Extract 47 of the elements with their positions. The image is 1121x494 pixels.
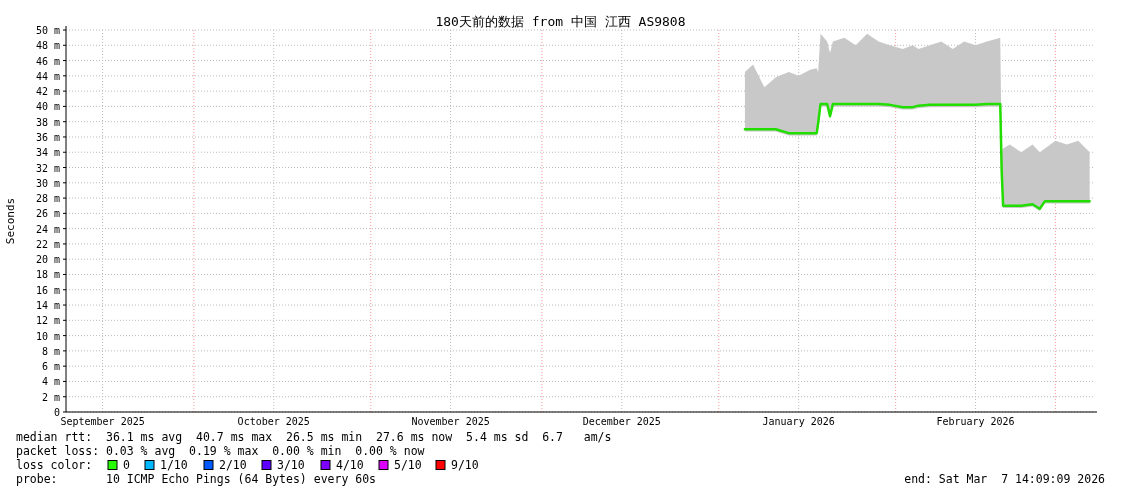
y-tick-label: 16 m	[35, 284, 60, 296]
y-tick-label: 46 m	[35, 55, 60, 67]
x-tick-label: November 2025	[411, 416, 490, 427]
y-tick-label: 44 m	[35, 70, 60, 82]
chart-title: 180天前的数据 from 中国 江西 AS9808	[435, 14, 686, 29]
x-tick-label: October 2025	[237, 416, 310, 427]
text: 3/10	[277, 458, 305, 472]
x-tick-label: December 2025	[582, 416, 661, 427]
y-tick-label: 20 m	[35, 254, 60, 266]
x-tick-label: September 2025	[60, 416, 145, 427]
y-tick-label: 38 m	[35, 116, 60, 128]
y-tick-label: 10 m	[35, 330, 60, 342]
y-tick-label: 22 m	[35, 238, 60, 250]
y-tick-label: 14 m	[35, 300, 60, 312]
x-tick-label: January 2026	[762, 416, 835, 427]
text: 1/10	[160, 458, 188, 472]
y-tick-label: 0	[53, 407, 60, 418]
y-tick-label: 24 m	[35, 223, 60, 235]
y-tick-label: 30 m	[35, 177, 60, 189]
y-tick-label: 18 m	[35, 269, 60, 281]
x-tick-label: February 2026	[936, 416, 1015, 427]
text: packet loss: 0.03 % avg 0.19 % max 0.00 % min 0.00 % now	[16, 444, 425, 458]
y-tick-label: 36 m	[35, 131, 60, 143]
text: loss color:	[16, 458, 93, 472]
text: probe: 10 ICMP Echo Pings (64 Bytes) every 60s	[16, 472, 377, 486]
text: 5/10	[394, 458, 422, 472]
y-tick-label: 26 m	[35, 208, 60, 220]
line-series	[743, 102, 1091, 211]
text: 4/10	[336, 458, 364, 472]
y-tick-label: 48 m	[35, 40, 60, 52]
y-tick-label: 50 m	[35, 25, 60, 36]
y-tick-label: 4 m	[41, 376, 60, 388]
y-tick-label: 32 m	[35, 162, 60, 174]
y-tick-label: 42 m	[35, 86, 60, 98]
y-tick-label: 34 m	[35, 147, 60, 159]
text: end: Sat Mar 7 14:09:09 2026	[904, 472, 1106, 486]
y-tick-label: 6 m	[41, 361, 60, 373]
y-tick-label: 8 m	[41, 345, 60, 357]
y-tick-label: 28 m	[35, 193, 60, 205]
y-axis-title: Seconds	[4, 197, 17, 245]
text: 0	[123, 458, 130, 472]
y-tick-label: 2 m	[41, 391, 60, 403]
text: median rtt: 36.1 ms avg 40.7 ms max 26.5 ms min 27.6 ms now 5.4 ms sd 6.7 am/s	[16, 430, 612, 444]
y-tick-label: 40 m	[35, 101, 60, 113]
text: 9/10	[451, 458, 479, 472]
y-tick-label: 12 m	[35, 315, 60, 327]
text: 2/10	[219, 458, 247, 472]
